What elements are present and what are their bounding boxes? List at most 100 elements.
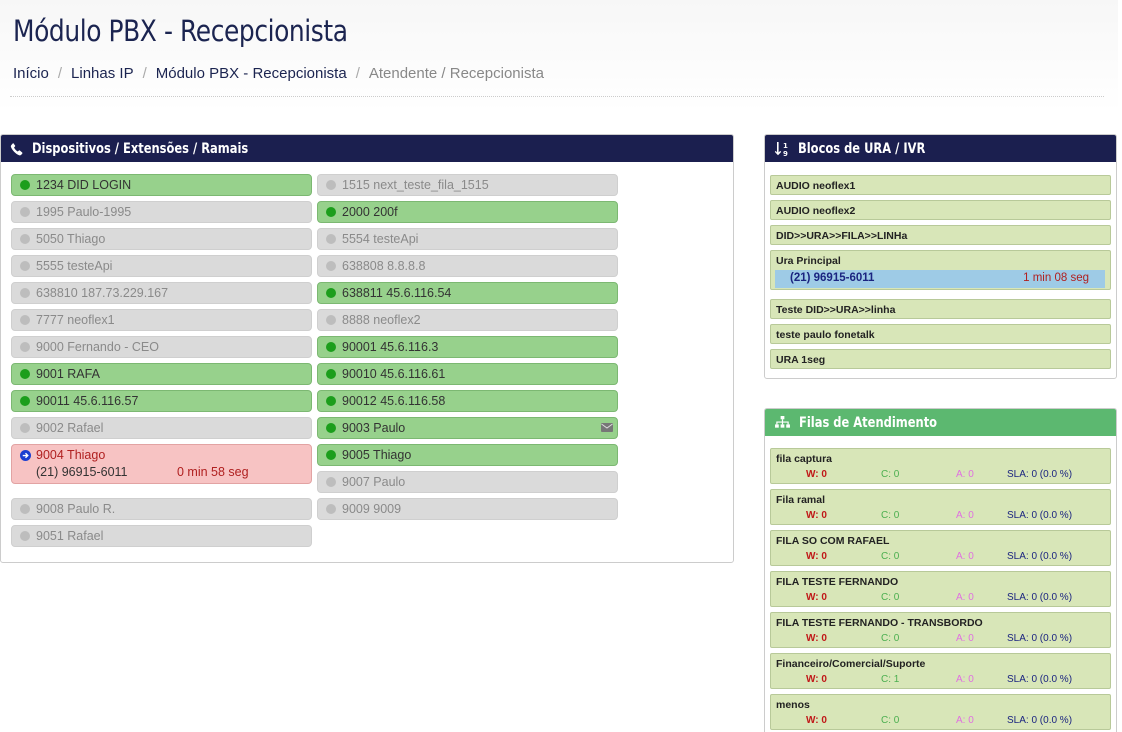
extension-item[interactable]: 8888 neoflex2: [317, 309, 618, 331]
extension-item[interactable]: 5050 Thiago: [11, 228, 312, 250]
queue-completed: C: 0: [881, 510, 900, 521]
status-dot: [20, 261, 30, 271]
queue-completed: C: 0: [881, 592, 900, 603]
extension-label: 8888 neoflex2: [342, 313, 421, 327]
ura-item[interactable]: Ura Principal (21) 96915-6011 1 min 08 seg: [770, 250, 1111, 290]
ura-item[interactable]: AUDIO neoflex1: [770, 175, 1111, 195]
extension-label: 9001 RAFA: [36, 367, 100, 381]
arrow-circle-right-icon: [20, 449, 31, 461]
extension-label: 9000 Fernando - CEO: [36, 340, 159, 354]
extension-label: 1995 Paulo-1995: [36, 205, 132, 219]
ura-item[interactable]: DID>>URA>>FILA>>LINHa: [770, 225, 1111, 245]
extension-label: 9004 Thiago: [36, 448, 106, 462]
extension-label: 638808 8.8.8.8: [342, 259, 426, 273]
breadcrumb-separator: /: [57, 65, 63, 82]
queue-name: FILA SO COM RAFAEL: [776, 535, 890, 547]
extension-label: 638810 187.73.229.167: [36, 286, 169, 300]
extension-item[interactable]: 7777 neoflex1: [11, 309, 312, 331]
breadcrumb-inicio[interactable]: Início: [13, 65, 49, 82]
status-dot: [326, 315, 336, 325]
queue-waiting: W: 0: [806, 715, 827, 726]
queue-item[interactable]: FILA TESTE FERNANDO - TRANSBORDO W: 0 C: 0…: [770, 612, 1111, 648]
ura-name: Teste DID>>URA>>linha: [776, 304, 896, 316]
status-dot: [326, 234, 336, 244]
breadcrumb-modulo-pbx[interactable]: Módulo PBX - Recepcionista: [155, 65, 347, 82]
status-dot: [20, 369, 30, 379]
status-dot: [326, 423, 336, 433]
extension-label: 90012 45.6.116.58: [342, 394, 446, 408]
queue-name: fila captura: [776, 453, 833, 465]
extension-item[interactable]: 1995 Paulo-1995: [11, 201, 312, 223]
queue-item[interactable]: FILA TESTE FERNANDO W: 0 C: 0 A: 0 SLA: 0 (0…: [770, 571, 1111, 607]
queue-item[interactable]: Financeiro/Comercial/Suporte W: 0 C: 1 A: 0…: [770, 653, 1111, 689]
queue-item[interactable]: FILA SO COM RAFAEL W: 0 C: 0 A: 0 SLA: 0 (0.…: [770, 530, 1111, 566]
breadcrumb: Início / Linhas IP / Módulo PBX - Recepc…: [13, 65, 544, 82]
queue-item[interactable]: Fila ramal W: 0 C: 0 A: 0 SLA: 0 (0.0 %): [770, 489, 1111, 525]
envelope-icon[interactable]: [601, 423, 613, 432]
extension-item[interactable]: 90001 45.6.116.3: [317, 336, 618, 358]
queue-sla: SLA: 0 (0.0 %): [1007, 715, 1073, 726]
ura-name: DID>>URA>>FILA>>LINHa: [776, 230, 908, 242]
extension-item[interactable]: 5554 testeApi: [317, 228, 618, 250]
extension-label: 638811 45.6.116.54: [342, 286, 452, 300]
extension-label: 5555 testeApi: [36, 259, 113, 273]
queue-item[interactable]: fila captura W: 0 C: 0 A: 0 SLA: 0 (0.0 %): [770, 448, 1111, 484]
extension-item[interactable]: 9000 Fernando - CEO: [11, 336, 312, 358]
extension-item[interactable]: 5555 testeApi: [11, 255, 312, 277]
status-dot: [20, 531, 30, 541]
queue-waiting: W: 0: [806, 469, 827, 480]
extension-item[interactable]: 9003 Paulo: [317, 417, 618, 439]
status-dot: [326, 504, 336, 514]
extension-item[interactable]: 638810 187.73.229.167: [11, 282, 312, 304]
extension-item[interactable]: 90011 45.6.116.57: [11, 390, 312, 412]
queue-completed: C: 0: [881, 633, 900, 644]
call-number: (21) 96915-6011: [36, 465, 128, 479]
breadcrumb-linhas-ip[interactable]: Linhas IP: [71, 65, 134, 82]
extension-label: 90010 45.6.116.61: [342, 367, 446, 381]
extension-label: 9007 Paulo: [342, 475, 406, 489]
ura-active-call[interactable]: (21) 96915-6011 1 min 08 seg: [775, 270, 1105, 288]
call-duration: 0 min 58 seg: [177, 465, 249, 479]
extension-item[interactable]: 9051 Rafael: [11, 525, 312, 547]
queue-abandoned: A: 0: [956, 510, 974, 521]
extension-item[interactable]: 9004 Thiago (21) 96915-6011 0 min 58 seg: [11, 444, 312, 484]
queue-completed: C: 0: [881, 469, 900, 480]
extension-item[interactable]: 638811 45.6.116.54: [317, 282, 618, 304]
queue-item[interactable]: menos W: 0 C: 0 A: 0 SLA: 0 (0.0 %): [770, 694, 1111, 730]
extension-item[interactable]: 9008 Paulo R.: [11, 498, 312, 520]
status-dot: [326, 369, 336, 379]
extension-item[interactable]: 90010 45.6.116.61: [317, 363, 618, 385]
status-dot: [326, 288, 336, 298]
queue-name: FILA TESTE FERNANDO - TRANSBORDO: [776, 617, 983, 629]
extension-item[interactable]: 9009 9009: [317, 498, 618, 520]
ura-item[interactable]: URA 1seg: [770, 349, 1111, 369]
extension-item[interactable]: 1515 next_teste_fila_1515: [317, 174, 618, 196]
sort-numeric-icon: 19: [774, 141, 788, 157]
extension-item[interactable]: 90012 45.6.116.58: [317, 390, 618, 412]
extension-item[interactable]: 9005 Thiago: [317, 444, 618, 466]
extension-label: 9051 Rafael: [36, 529, 104, 543]
extension-item[interactable]: 9007 Paulo: [317, 471, 618, 493]
extension-item[interactable]: 1234 DID LOGIN: [11, 174, 312, 196]
extension-item[interactable]: 9002 Rafael: [11, 417, 312, 439]
svg-text:9: 9: [783, 150, 788, 157]
queue-abandoned: A: 0: [956, 469, 974, 480]
extension-label: 90001 45.6.116.3: [342, 340, 439, 354]
queue-abandoned: A: 0: [956, 633, 974, 644]
queue-completed: C: 1: [881, 674, 900, 685]
ura-item[interactable]: AUDIO neoflex2: [770, 200, 1111, 220]
extension-item[interactable]: 9001 RAFA: [11, 363, 312, 385]
status-dot: [326, 477, 336, 487]
header-divider: [10, 96, 1104, 97]
queue-waiting: W: 0: [806, 674, 827, 685]
extension-item[interactable]: 2000 200f: [317, 201, 618, 223]
queue-name: menos: [776, 699, 810, 711]
phone-icon: [10, 142, 23, 155]
queue-waiting: W: 0: [806, 510, 827, 521]
ura-item[interactable]: Teste DID>>URA>>linha: [770, 299, 1111, 319]
status-dot: [20, 396, 30, 406]
extension-item[interactable]: 638808 8.8.8.8: [317, 255, 618, 277]
ura-item[interactable]: teste paulo fonetalk: [770, 324, 1111, 344]
queue-waiting: W: 0: [806, 633, 827, 644]
